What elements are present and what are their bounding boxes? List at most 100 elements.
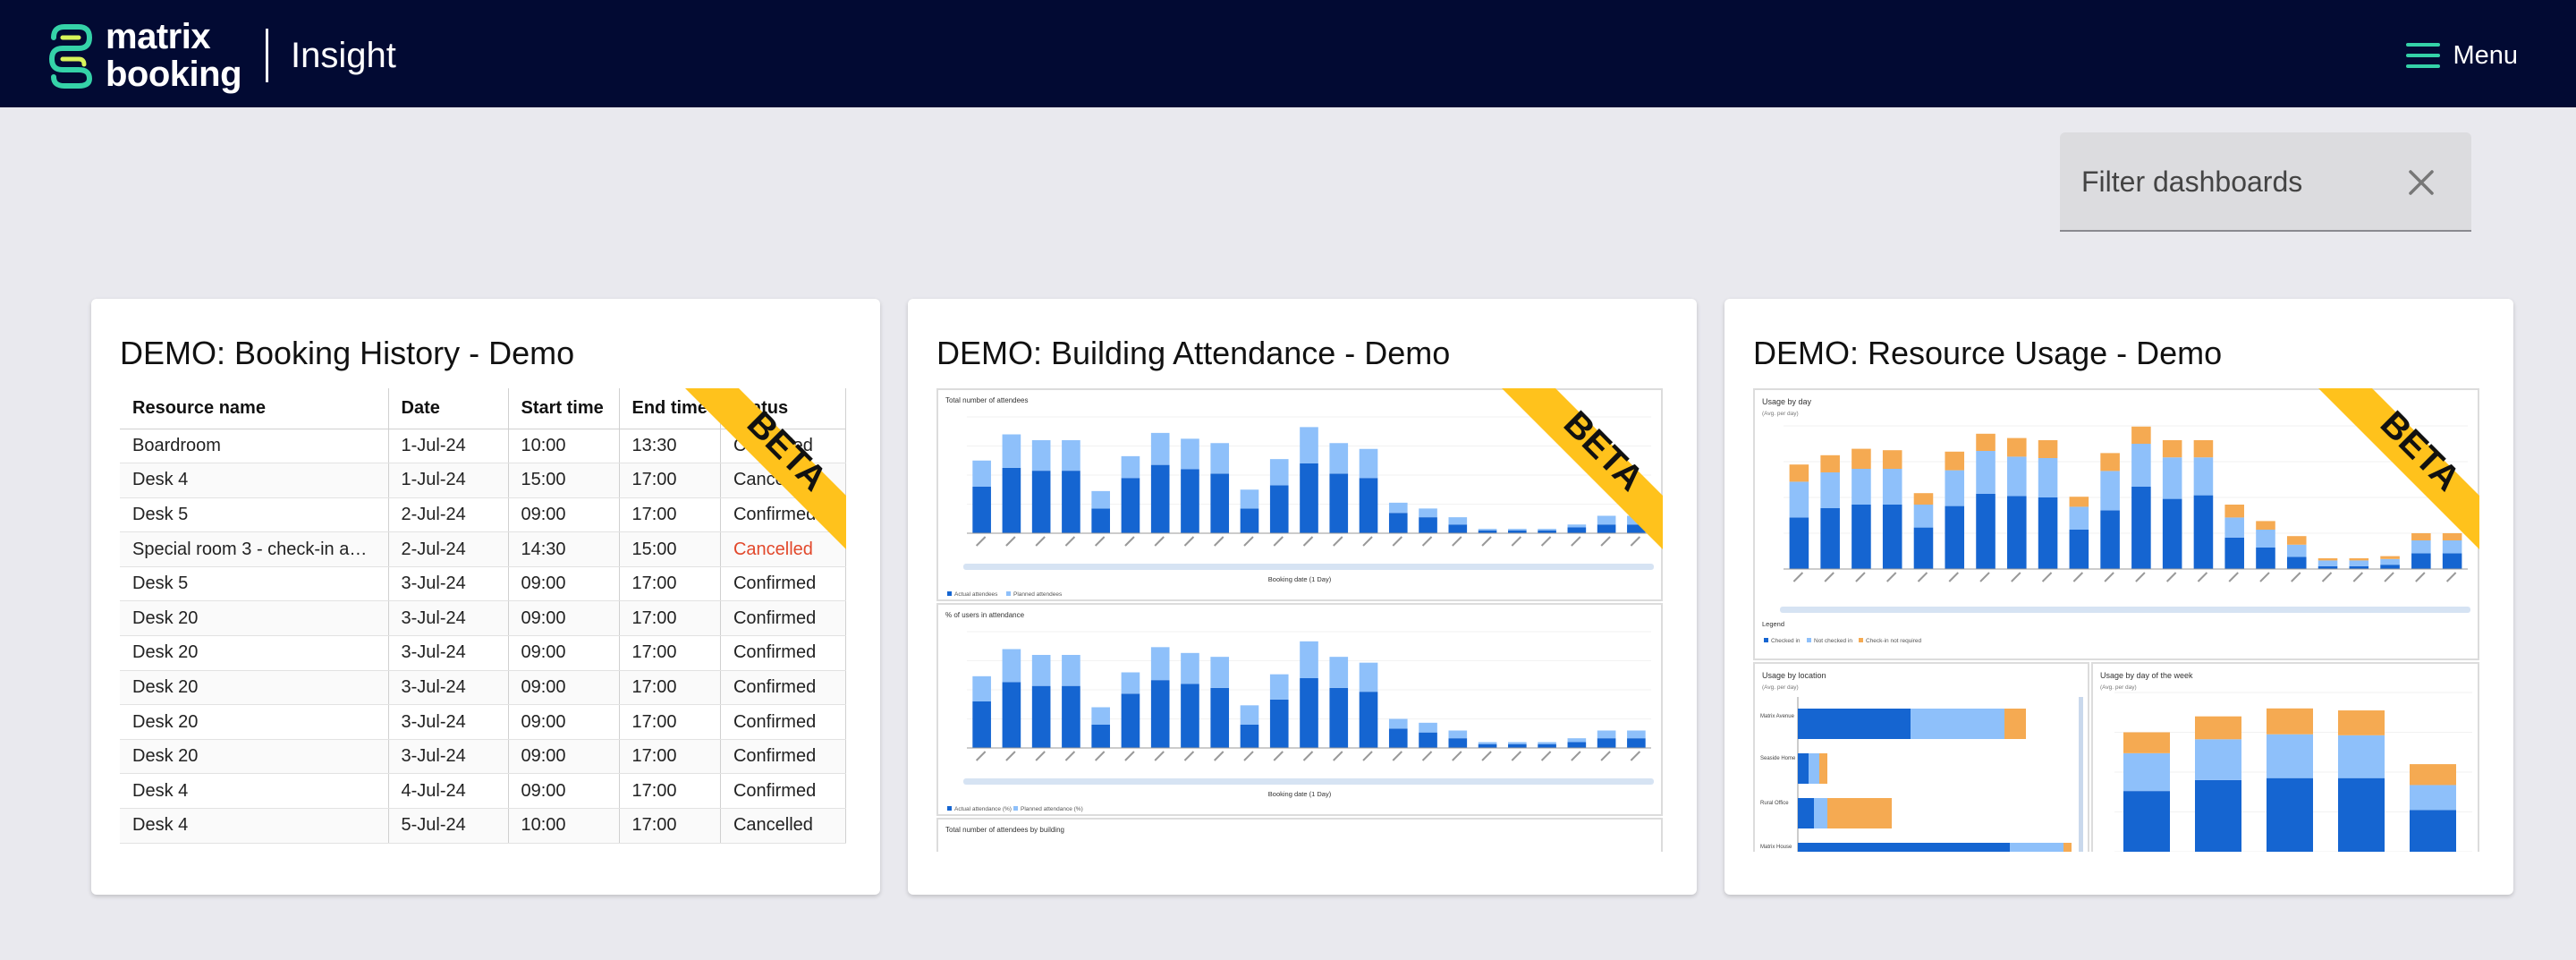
x-tick-label xyxy=(1094,536,1106,547)
bar xyxy=(1814,798,1827,828)
booking-history-table: Resource name Date Start time End time S… xyxy=(120,388,846,844)
bar xyxy=(2131,444,2151,487)
bar xyxy=(1269,459,1289,486)
legend-label: Check-in not required xyxy=(1866,638,1922,644)
bar xyxy=(2069,497,2089,507)
bar xyxy=(2195,716,2241,740)
column-header: End time xyxy=(619,388,721,429)
x-tick-label xyxy=(975,536,987,547)
legend-swatch xyxy=(947,806,952,811)
bar xyxy=(1269,699,1289,748)
bar xyxy=(2193,457,2214,496)
bar xyxy=(1181,469,1199,533)
bar xyxy=(1181,438,1199,470)
x-tick-label xyxy=(1273,536,1284,547)
matrix-booking-logo-icon[interactable] xyxy=(43,21,98,89)
bar xyxy=(2224,537,2244,569)
table-cell: Confirmed xyxy=(720,600,846,637)
table-cell: 3-Jul-24 xyxy=(388,600,509,637)
bar xyxy=(1329,443,1349,474)
bar xyxy=(1976,494,1996,569)
filter-dashboards-input[interactable] xyxy=(2081,159,2403,204)
bar xyxy=(1538,742,1556,744)
bar xyxy=(1597,524,1616,533)
table-cell: 09:00 xyxy=(508,635,620,671)
bar xyxy=(1627,524,1646,533)
table-cell: 1-Jul-24 xyxy=(388,429,509,464)
x-tick-label xyxy=(1124,536,1135,547)
bar xyxy=(2100,510,2120,569)
bar xyxy=(2410,810,2456,852)
bar xyxy=(1359,692,1378,748)
bar xyxy=(2442,533,2462,540)
bar xyxy=(1031,440,1051,472)
table-cell: 10:00 xyxy=(508,808,620,844)
dashboard-card-building-attendance[interactable]: DEMO: Building Attendance - Demo Total n… xyxy=(908,299,1697,895)
bar xyxy=(1329,473,1349,533)
bar xyxy=(1478,742,1497,744)
table-cell: 3-Jul-24 xyxy=(388,566,509,602)
table-cell: Confirmed xyxy=(720,670,846,706)
table-row: Desk 20 3-Jul-24 09:00 17:00 Confirmed xyxy=(120,635,846,671)
bar xyxy=(972,487,991,533)
dashboard-card-resource-usage[interactable]: DEMO: Resource Usage - Demo Usage by day… xyxy=(1724,299,2513,895)
table-cell: 4-Jul-24 xyxy=(388,773,509,810)
bar xyxy=(2007,438,2027,457)
close-icon[interactable] xyxy=(2405,166,2437,199)
location-label: Matrix Avenue xyxy=(1760,714,1795,719)
bar xyxy=(1852,505,1871,569)
bar xyxy=(1121,455,1140,479)
bar xyxy=(2038,458,2058,497)
bar xyxy=(1121,693,1140,748)
legend-title: Legend xyxy=(1762,620,1784,628)
legend-swatch xyxy=(1006,591,1011,596)
table-cell: 17:00 xyxy=(619,497,721,533)
bar xyxy=(1150,647,1170,681)
table-cell: 09:00 xyxy=(508,566,620,602)
filter-dashboards-field xyxy=(2060,132,2471,232)
table-cell: Desk 4 xyxy=(120,808,389,844)
bar xyxy=(1448,738,1468,748)
bar xyxy=(2318,560,2338,566)
bar xyxy=(1419,732,1437,748)
scrollbar[interactable] xyxy=(2079,697,2083,852)
x-tick-label xyxy=(1154,751,1165,761)
bar xyxy=(1300,641,1318,678)
table-cell: 3-Jul-24 xyxy=(388,635,509,671)
panel-title: Total number of attendees xyxy=(945,396,1029,404)
x-tick-label xyxy=(1452,536,1462,547)
table-row: Desk 20 3-Jul-24 09:00 17:00 Confirmed xyxy=(120,704,846,740)
brand-divider xyxy=(266,29,268,82)
table-cell: 17:00 xyxy=(619,463,721,498)
bar xyxy=(1062,471,1080,533)
bar xyxy=(1121,478,1140,533)
table-cell: 3-Jul-24 xyxy=(388,739,509,775)
dashboard-thumbnail: Resource name Date Start time End time S… xyxy=(120,388,846,852)
bar xyxy=(2349,565,2369,569)
table-cell: Desk 4 xyxy=(120,463,389,498)
bar xyxy=(2380,558,2400,565)
panel-title: Usage by day of the week xyxy=(2100,671,2193,680)
menu-label: Menu xyxy=(2453,40,2518,70)
table-cell: 17:00 xyxy=(619,808,721,844)
bar xyxy=(1388,718,1408,729)
table-cell: Cancelled xyxy=(720,808,846,844)
bar xyxy=(1091,508,1110,533)
bar xyxy=(2162,498,2182,569)
bar xyxy=(2224,505,2244,518)
bar xyxy=(1508,743,1527,748)
x-tick-label xyxy=(2041,572,2053,582)
table-cell: Special room 3 - check-in an… xyxy=(120,531,389,567)
bar xyxy=(2318,558,2338,561)
bar xyxy=(1062,685,1080,748)
menu-button[interactable]: Menu xyxy=(2406,38,2518,73)
bar xyxy=(2038,497,2058,569)
dashboard-card-booking-history[interactable]: DEMO: Booking History - Demo Resource na… xyxy=(91,299,880,895)
bar xyxy=(1329,687,1349,748)
table-row: Desk 20 3-Jul-24 09:00 17:00 Confirmed xyxy=(120,600,846,637)
bar xyxy=(1150,464,1170,533)
x-tick-label xyxy=(1183,751,1195,761)
x-tick-label xyxy=(2291,572,2301,582)
x-tick-label xyxy=(1362,536,1373,547)
x-tick-label xyxy=(2197,572,2208,582)
